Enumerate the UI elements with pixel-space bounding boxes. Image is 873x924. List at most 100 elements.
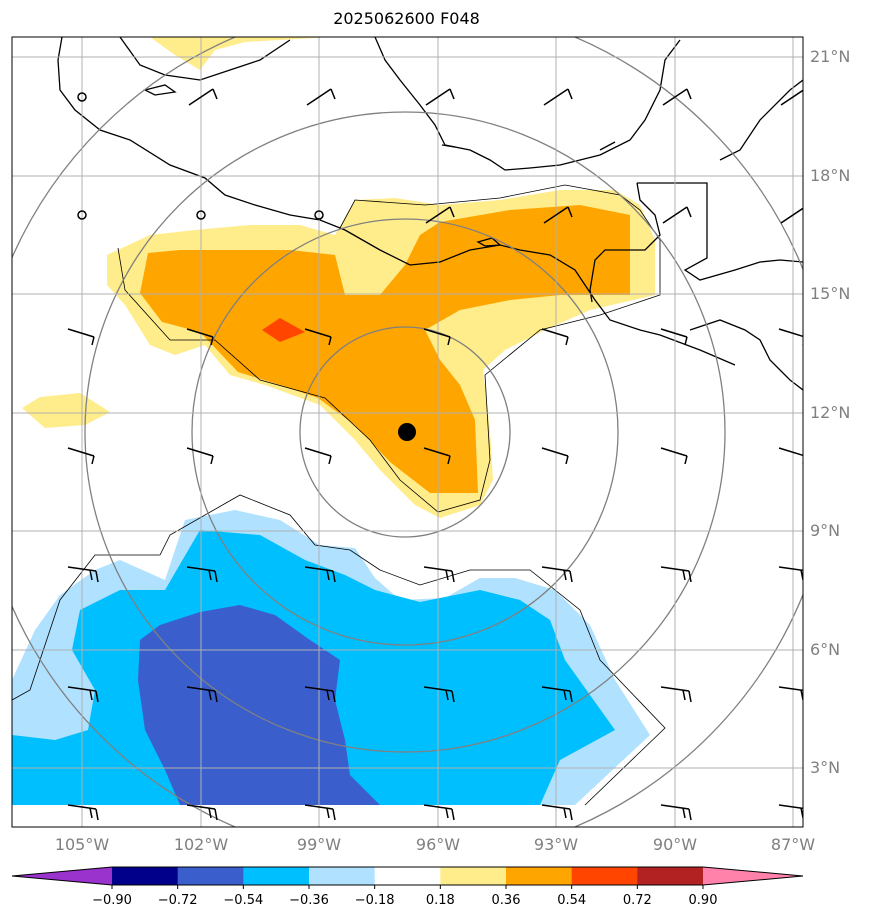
wind-barb [662,88,692,106]
colorbar-extend-min [12,867,112,885]
map-frame [11,36,804,828]
wind-barb [541,686,573,703]
colorbar-segment [177,867,244,885]
lon-tick: 96°W [416,835,460,854]
wind-barbs [67,88,803,821]
wind-barb [306,88,336,106]
colorbar-segment [243,867,310,885]
calm-wind-marker [314,210,324,220]
wind-barb [304,328,332,346]
wind-barb [780,89,803,106]
wind-barb [186,328,214,346]
coastline-mexico [57,37,736,366]
positive-anomaly-north [150,37,330,70]
graticule [12,37,803,827]
lat-tick: 18°N [810,166,850,185]
wind-barb [778,447,803,464]
wind-barb [541,328,569,346]
wind-barb [778,566,803,581]
colorbar-segment [637,867,704,885]
wind-barb [423,566,455,583]
wind-barb [425,206,455,224]
calm-wind-marker [77,92,87,102]
wind-barb [660,328,688,346]
wind-barb [662,206,692,224]
colorbar: −0.90 −0.72 −0.54 −0.36 −0.18 0.18 0.36 0.54 0.7… [11,866,804,908]
wind-barb [67,328,95,346]
lon-tick: 90°W [653,835,697,854]
wind-barb [778,328,803,345]
lat-tick: 21°N [810,47,850,66]
map-title: 2025062600 F048 [333,9,480,28]
wind-barb [423,686,455,703]
lon-tick: 93°W [534,835,578,854]
wind-barb [660,804,692,821]
wind-barb [304,566,336,583]
wind-barb [304,804,336,821]
wind-barb [188,88,218,106]
wind-barb [660,447,688,465]
colorbar-segment [506,867,573,885]
wind-barb [543,206,573,224]
storm-center-marker [398,423,416,441]
colorbar-tick-label: 0.36 [492,893,521,908]
lon-tick: 87°W [771,835,815,854]
wind-barb [67,447,95,465]
colorbar-tick-label: 0.90 [689,893,718,908]
wind-barb [186,566,218,583]
lon-tick: 99°W [297,835,341,854]
wind-barb [423,328,451,346]
wind-barb [186,447,214,465]
wind-barb [186,804,218,821]
wind-barb [541,566,573,583]
wind-barb [423,804,455,821]
lat-tick: 9°N [810,521,840,540]
colorbar-segment [571,867,638,885]
colorbar-tick-label: −0.18 [355,893,395,908]
colorbar-tick-label: −0.72 [158,893,198,908]
calm-wind-marker [77,210,87,220]
wind-barb [304,686,336,703]
positive-anomaly-high [262,318,305,342]
lat-tick: 6°N [810,640,840,659]
colorbar-segment [374,867,441,885]
wind-barb [778,686,803,701]
wind-barb [423,447,451,465]
lat-tick-labels: 21°N 18°N 15°N 12°N 9°N 6°N 3°N [810,47,850,777]
wind-barb [425,88,455,106]
lon-tick: 102°W [174,835,229,854]
lon-tick-labels: 105°W 102°W 99°W 96°W 93°W 90°W 87°W [55,835,815,854]
wind-barb [541,447,569,465]
wind-barb [780,207,803,224]
colorbar-tick-label: 0.18 [426,893,455,908]
colorbar-extend-max [703,867,803,885]
wind-barb [541,804,573,821]
positive-anomaly-west [22,393,110,428]
colorbar-segment [112,867,179,885]
wind-barb [660,686,692,703]
lat-tick: 12°N [810,403,850,422]
wind-barb [186,686,218,703]
wind-barb [67,686,99,703]
wind-barb [660,566,692,583]
lon-tick: 105°W [55,835,110,854]
colorbar-tick-label: −0.36 [289,893,329,908]
colorbar-segment [309,867,376,885]
wind-barb [67,804,99,821]
calm-wind-marker [196,210,206,220]
range-rings [12,37,803,827]
wind-barb [304,447,332,465]
wind-barb [778,804,803,819]
lat-tick: 3°N [810,758,840,777]
colorbar-tick-label: −0.90 [92,893,132,908]
colorbar-tick-label: 0.54 [557,893,586,908]
wind-barb [543,88,573,106]
colorbar-tick-label: −0.54 [223,893,263,908]
map-plot-area [12,37,803,827]
lat-tick: 15°N [810,284,850,303]
wind-barb [67,566,99,583]
colorbar-tick-label: 0.72 [623,893,652,908]
positive-anomaly-mid [140,205,630,493]
colorbar-segment [440,867,507,885]
